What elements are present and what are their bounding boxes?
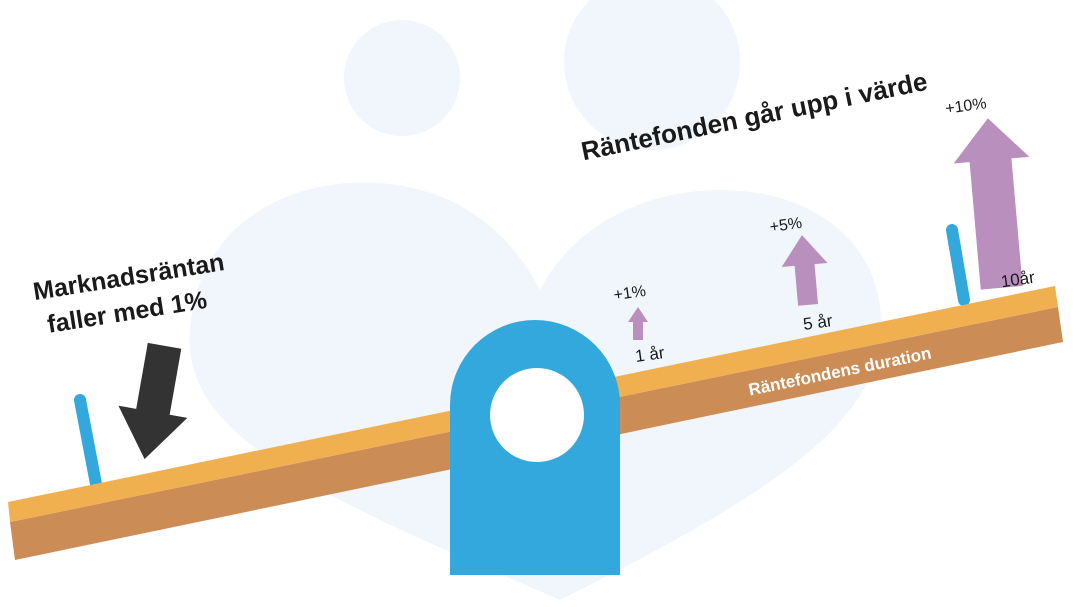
fulcrum-hole <box>490 368 584 462</box>
up-arrows <box>628 118 1030 340</box>
change-label: +1% <box>613 283 648 304</box>
up-arrow-small <box>628 307 648 340</box>
right-post <box>946 224 970 306</box>
duration-label: 10år <box>1000 268 1037 292</box>
change-label: +10% <box>944 95 987 118</box>
change-label: +5% <box>769 215 804 236</box>
up-arrow-large <box>953 118 1030 290</box>
left-post <box>74 394 102 490</box>
duration-label: 1 år <box>634 343 666 366</box>
down-arrow <box>118 342 188 460</box>
up-arrow-medium <box>781 235 828 306</box>
duration-label: 5 år <box>802 311 834 334</box>
